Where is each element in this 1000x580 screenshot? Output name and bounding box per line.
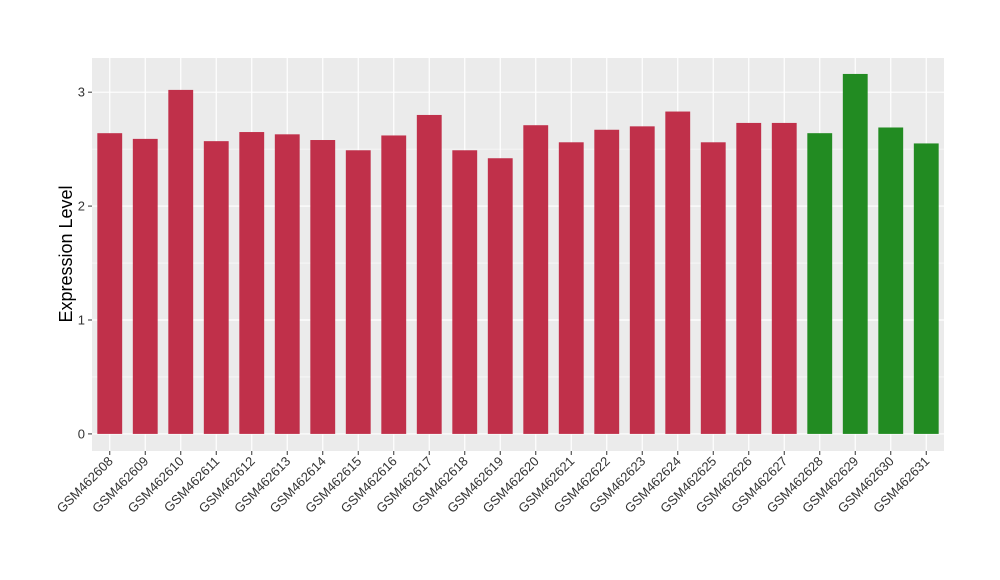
bar-GSM462612 [239,132,265,434]
bar-GSM462608 [97,133,123,434]
bar-GSM462617 [416,114,442,434]
bar-GSM462622 [594,129,620,434]
bar-GSM462619 [487,158,513,434]
bar-GSM462627 [771,122,797,434]
bar-GSM462625 [700,142,726,434]
bars [97,73,939,434]
bar-GSM462621 [558,142,584,434]
y-axis: 0 1 2 3 [78,85,92,441]
bar-GSM462628 [807,133,833,434]
bar-GSM462618 [452,150,478,434]
y-tick-label: 0 [78,426,85,441]
y-tick-label: 1 [78,313,85,328]
bar-GSM462613 [274,134,300,434]
bar-GSM462624 [665,111,691,434]
bar-GSM462623 [629,126,655,434]
bar-GSM462626 [736,122,762,434]
bar-GSM462614 [310,140,336,434]
bar-GSM462620 [523,125,549,434]
y-tick-label: 3 [78,85,85,100]
bar-GSM462611 [203,141,229,434]
bar-GSM462629 [842,73,868,434]
y-axis-title: Expression Level [56,185,76,322]
bar-GSM462615 [345,150,371,434]
x-axis: GSM462608GSM462609GSM462610GSM462611GSM4… [54,451,932,516]
bar-GSM462616 [381,135,407,434]
bar-GSM462631 [913,143,939,434]
bar-GSM462609 [132,138,158,434]
y-tick-label: 2 [78,199,85,214]
bar-GSM462630 [878,127,904,434]
plot-panel [92,58,944,451]
bar-GSM462610 [168,89,194,434]
